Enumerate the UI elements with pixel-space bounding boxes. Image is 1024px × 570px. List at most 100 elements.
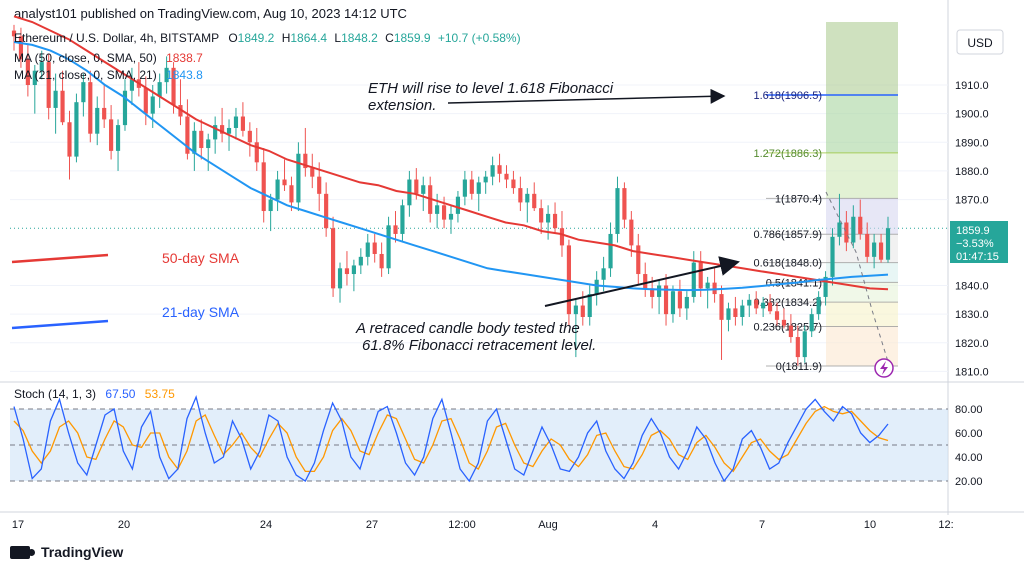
candle-body-48 xyxy=(344,268,350,275)
legend-ma50-label: MA (50, close, 0, SMA, 50) xyxy=(14,51,157,65)
candle-body-58 xyxy=(414,179,419,194)
fib-label-8: 0(1811.9) xyxy=(776,361,822,373)
ma21-line xyxy=(13,41,889,292)
candle-body-96 xyxy=(677,291,682,309)
price-tick-7: 1820.0 xyxy=(955,338,989,350)
price-tick-0: 1910.0 xyxy=(955,80,989,92)
candle-body-20 xyxy=(150,96,155,114)
legend-c-label: C xyxy=(385,31,394,45)
last-price-tag xyxy=(950,221,1008,263)
candle-body-6 xyxy=(53,90,58,108)
candle-body-97 xyxy=(684,296,689,309)
legend-o-label: O xyxy=(228,31,237,45)
candle-body-75 xyxy=(532,193,537,209)
bar-countdown: 01:47:15 xyxy=(956,251,999,263)
legend-close: 1859.9 xyxy=(394,31,431,45)
candle-body-12 xyxy=(95,107,100,134)
candle-body-49 xyxy=(351,265,356,275)
candle-body-85 xyxy=(601,268,606,280)
candle-body-8 xyxy=(67,122,72,157)
svg-text:Ethereum / U.S. Dollar, 4h, BI: Ethereum / U.S. Dollar, 4h, BITSTAMP O18… xyxy=(14,31,521,45)
annotation-top-line1: ETH will rise to level 1.618 Fibonacci xyxy=(368,80,614,97)
candle-body-72 xyxy=(511,179,516,189)
candle-body-16 xyxy=(122,90,128,126)
stoch-d-value: 53.75 xyxy=(145,387,175,401)
candle-body-28 xyxy=(206,139,211,149)
fib-zone-5 xyxy=(826,282,898,303)
candle-body-36 xyxy=(261,162,266,212)
candle-body-120 xyxy=(844,222,849,243)
last-price-change: −3.53% xyxy=(956,238,994,250)
candle-body-81 xyxy=(573,305,578,315)
fib-zone-6 xyxy=(826,302,898,327)
candle-body-109 xyxy=(767,302,773,312)
candle-body-47 xyxy=(337,268,343,289)
candle-body-69 xyxy=(490,165,495,177)
legend-change: +10.7 (+0.58%) xyxy=(438,31,521,45)
candle-body-23 xyxy=(171,67,176,106)
candle-body-42 xyxy=(303,153,308,169)
candle-body-86 xyxy=(608,233,613,269)
candle-body-65 xyxy=(462,179,467,197)
candle-body-50 xyxy=(358,256,363,266)
candle-body-110 xyxy=(774,311,780,320)
lightning-glyph xyxy=(880,361,888,375)
candle-body-33 xyxy=(240,116,245,131)
candle-body-25 xyxy=(185,116,190,154)
candle-body-108 xyxy=(761,302,766,309)
candle-body-103 xyxy=(726,308,731,320)
candle-body-77 xyxy=(546,213,551,223)
fib-label-1: 1.272(1886.3) xyxy=(754,148,823,160)
candle-body-44 xyxy=(317,176,322,194)
candle-body-124 xyxy=(872,242,877,257)
currency-button[interactable] xyxy=(956,29,1004,55)
fibonacci-retracement: 1.618(1906.5) 1.272(1886.3) 1(1870.4) 0.786… xyxy=(754,22,898,373)
candle-body-39 xyxy=(282,179,287,186)
candle-body-74 xyxy=(525,193,530,203)
stoch-tick-3: 20.00 xyxy=(955,476,983,488)
candle-body-19 xyxy=(143,87,148,114)
tradingview-brand[interactable]: TradingView xyxy=(10,544,123,560)
candle-body-91 xyxy=(643,274,648,289)
candle-body-56 xyxy=(400,205,405,234)
candle-body-93 xyxy=(657,285,662,297)
time-tick-9: 12: xyxy=(938,519,953,531)
candle-body-122 xyxy=(858,216,863,234)
candle-body-59 xyxy=(421,185,426,194)
candle-body-31 xyxy=(226,127,232,134)
legend-l-label: L xyxy=(334,31,341,45)
candle-body-40 xyxy=(289,185,294,203)
price-tick-6: 1830.0 xyxy=(955,309,989,321)
price-chart[interactable]: 1.618(1906.5) 1.272(1886.3) 1(1870.4) 0.786… xyxy=(0,0,1024,540)
candle-body-119 xyxy=(837,222,842,237)
time-tick-0: 17 xyxy=(12,519,24,531)
currency-button-label[interactable]: USD xyxy=(967,36,993,50)
candle-body-84 xyxy=(594,279,599,295)
candle-body-106 xyxy=(747,299,752,306)
candle-body-22 xyxy=(164,67,169,83)
candle-body-64 xyxy=(455,196,461,214)
candle-body-112 xyxy=(788,325,793,338)
time-tick-1: 20 xyxy=(118,519,130,531)
candle-body-35 xyxy=(254,142,259,163)
candle-body-13 xyxy=(102,107,107,120)
publish-byline: analyst101 published on TradingView.com,… xyxy=(14,6,407,21)
candle-body-89 xyxy=(629,219,634,246)
candle-body-15 xyxy=(115,125,121,151)
svg-text:MA (21, close, 0, SMA, 21): MA (21, close, 0, SMA, 21) 1843.8 xyxy=(14,68,203,82)
candle-body-3 xyxy=(32,70,37,86)
candle-body-82 xyxy=(580,305,585,317)
candle-body-53 xyxy=(379,253,384,269)
annotation-arrows xyxy=(447,88,740,307)
stoch-label: Stoch (14, 1, 3) xyxy=(14,387,96,401)
legend-low: 1848.2 xyxy=(341,31,378,45)
candle-body-105 xyxy=(740,305,745,317)
stoch-k-line xyxy=(13,394,889,483)
candle-body-76 xyxy=(539,208,544,223)
time-axis: 17 20 24 27 12:00 Aug 4 7 10 12: xyxy=(12,519,954,531)
candle-body-17 xyxy=(129,79,135,91)
candle-body-117 xyxy=(823,276,828,297)
legend-ma50-value: 1838.7 xyxy=(166,51,203,65)
fib-label-4: 0.618(1848.0) xyxy=(754,258,823,270)
stoch-tick-1: 60.00 xyxy=(955,428,983,440)
